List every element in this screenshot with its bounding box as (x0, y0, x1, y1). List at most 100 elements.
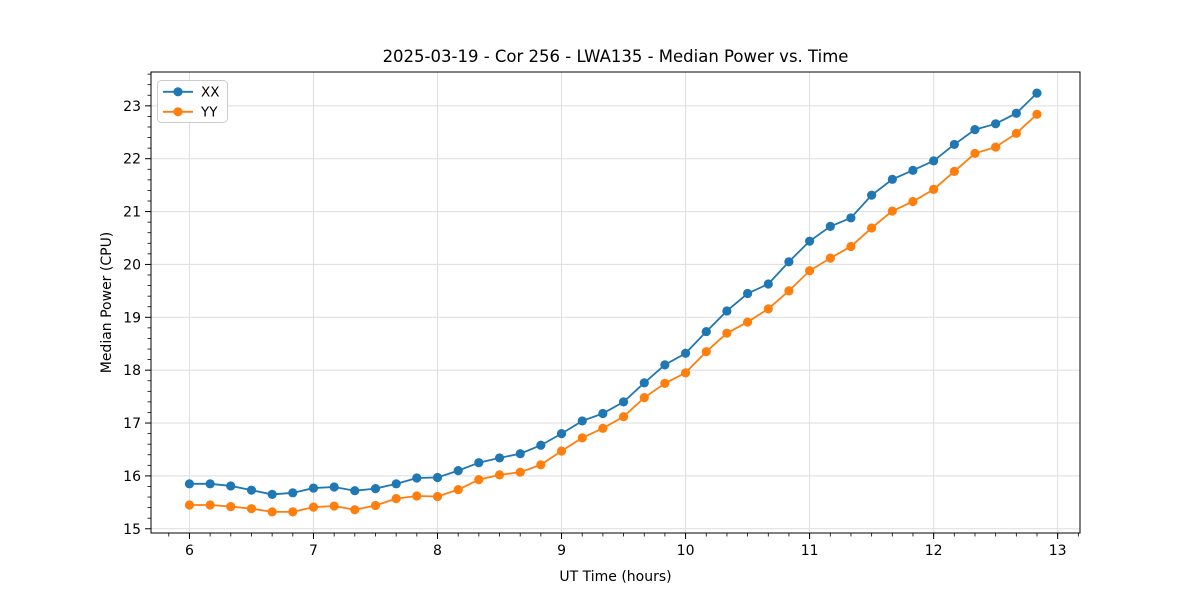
legend-sample-marker-yy (173, 107, 183, 117)
data-point-yy (949, 166, 959, 176)
data-point-yy (205, 500, 215, 510)
y-tick-label: 23 (123, 99, 141, 115)
x-tick-label: 12 (925, 543, 943, 559)
data-point-xx (494, 453, 505, 463)
y-tick-label: 17 (123, 416, 141, 432)
tick-labels-layer: 6 7 8 9 10 11 12 13 15 16 17 18 19 20 21 22 23 (123, 99, 1066, 559)
data-point-yy (474, 475, 484, 485)
data-point-xx (618, 397, 629, 407)
data-point-yy (908, 196, 918, 207)
data-point-yy (784, 286, 794, 296)
data-point-xx (515, 449, 525, 459)
legend-label-xx: XX (201, 84, 220, 100)
data-point-yy (556, 446, 567, 456)
x-tick-label: 7 (309, 543, 318, 559)
data-point-xx (246, 485, 257, 495)
data-point-xx (639, 378, 649, 388)
x-tick-label: 6 (185, 543, 194, 559)
data-point-yy (267, 507, 277, 517)
data-point-xx (267, 489, 277, 500)
data-point-xx (577, 416, 587, 426)
y-tick-label: 20 (123, 257, 141, 273)
data-point-yy (391, 494, 401, 504)
data-point-yy (412, 491, 422, 501)
x-tick-label: 9 (557, 543, 566, 559)
data-point-xx (350, 486, 360, 496)
grid-layer (151, 72, 1080, 533)
data-point-yy (639, 393, 649, 403)
data-point-xx (288, 488, 298, 498)
data-point-xx (474, 458, 484, 468)
x-tick-label: 10 (677, 543, 695, 559)
data-point-yy (288, 507, 298, 517)
data-point-xx (805, 236, 815, 246)
data-point-xx (556, 429, 567, 439)
data-point-yy (350, 505, 360, 515)
data-point-xx (598, 408, 608, 419)
data-point-yy (1032, 109, 1042, 119)
data-point-yy (742, 317, 753, 327)
data-point-xx (453, 466, 463, 476)
data-point-xx (763, 279, 773, 289)
y-tick-label: 18 (123, 363, 141, 379)
data-point-yy (515, 467, 525, 477)
data-point-yy (701, 347, 711, 357)
data-point-xx (929, 156, 939, 166)
data-point-yy (846, 241, 856, 252)
data-point-yy (660, 378, 670, 388)
y-tick-label: 22 (123, 152, 141, 168)
data-point-yy (308, 502, 319, 512)
data-point-xx (701, 326, 711, 337)
data-point-yy (329, 501, 339, 511)
data-point-yy (867, 223, 877, 233)
y-tick-label: 15 (123, 522, 141, 538)
data-point-yy (494, 470, 505, 480)
data-point-yy (929, 184, 939, 194)
data-point-yy (432, 491, 443, 502)
data-point-yy (805, 266, 815, 276)
legend-label-yy: YY (200, 104, 218, 120)
data-point-xx (825, 221, 835, 231)
data-point-xx (432, 472, 443, 483)
data-point-yy (184, 500, 195, 510)
data-point-yy (991, 142, 1001, 152)
data-point-xx (184, 479, 195, 489)
data-point-xx (226, 481, 236, 491)
y-tick-label: 16 (123, 469, 141, 485)
data-point-xx (784, 257, 794, 267)
data-point-yy (1011, 128, 1021, 138)
data-point-xx (867, 190, 877, 200)
data-point-xx (846, 213, 856, 223)
legend-sample-marker-xx (173, 87, 183, 97)
data-point-xx (908, 165, 918, 175)
y-tick-label: 21 (123, 205, 141, 221)
data-point-xx (391, 479, 401, 489)
data-point-xx (412, 473, 422, 483)
data-point-yy (370, 500, 381, 511)
data-point-yy (226, 501, 236, 512)
data-point-yy (763, 304, 773, 314)
series-line-xx (189, 92, 1038, 496)
data-point-xx (991, 119, 1001, 129)
data-point-xx (722, 306, 732, 316)
data-point-xx (1011, 108, 1021, 118)
data-point-yy (970, 148, 980, 159)
data-point-yy (618, 412, 629, 422)
data-point-xx (949, 139, 959, 150)
data-point-xx (970, 125, 980, 135)
x-tick-label: 13 (1049, 543, 1067, 559)
legend: XX YY (157, 80, 228, 123)
data-point-yy (577, 433, 587, 443)
data-point-yy (722, 328, 732, 338)
data-point-xx (660, 360, 670, 370)
data-point-yy (453, 485, 463, 495)
series-line-yy (189, 113, 1038, 513)
data-point-xx (1032, 88, 1042, 98)
x-tick-label: 11 (801, 543, 819, 559)
chart-title: 2025-03-19 - Cor 256 - LWA135 - Median P… (383, 47, 849, 66)
ticks-layer (145, 73, 1079, 539)
y-axis-label: Median Power (CPU) (99, 232, 115, 374)
x-tick-label: 8 (433, 543, 442, 559)
